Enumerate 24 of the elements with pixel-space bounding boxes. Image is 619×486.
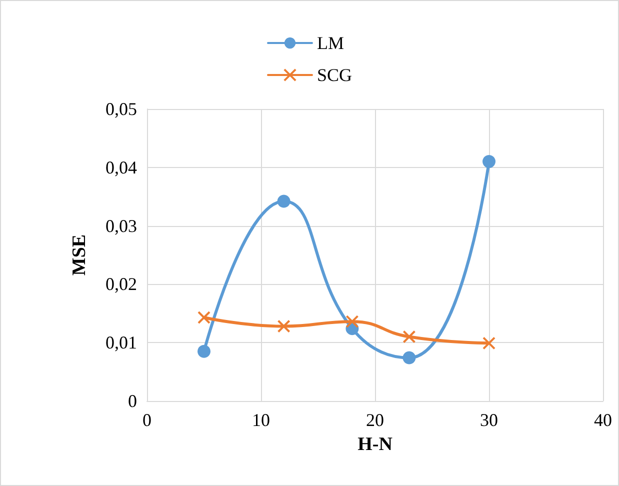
y-axis-title: MSE [69, 234, 90, 276]
point [346, 315, 359, 328]
x-tick-label: 40 [594, 410, 612, 430]
x-tick-label: 10 [252, 410, 270, 430]
point [198, 310, 210, 324]
point [482, 336, 496, 350]
y-tick-label: 0,05 [106, 99, 137, 119]
legend-label: LM [316, 33, 344, 53]
y-tick-label: 0,04 [106, 157, 137, 178]
point [277, 194, 290, 208]
point [198, 344, 210, 358]
x-axis-title: H-N [358, 434, 393, 455]
point [277, 320, 290, 333]
x-tick-label: 30 [480, 410, 498, 430]
legend-label: SCG [316, 65, 352, 85]
y-tick-label: 0 [128, 391, 137, 411]
y-tick-label: 0,03 [106, 216, 137, 236]
y-tick-label: 0,01 [106, 332, 137, 353]
x-tick-label: 20 [366, 410, 384, 430]
point [402, 330, 416, 344]
point [402, 351, 416, 364]
y-tick-label: 0,02 [106, 274, 137, 294]
point [482, 155, 496, 168]
x-tick-label: 0 [142, 410, 152, 430]
